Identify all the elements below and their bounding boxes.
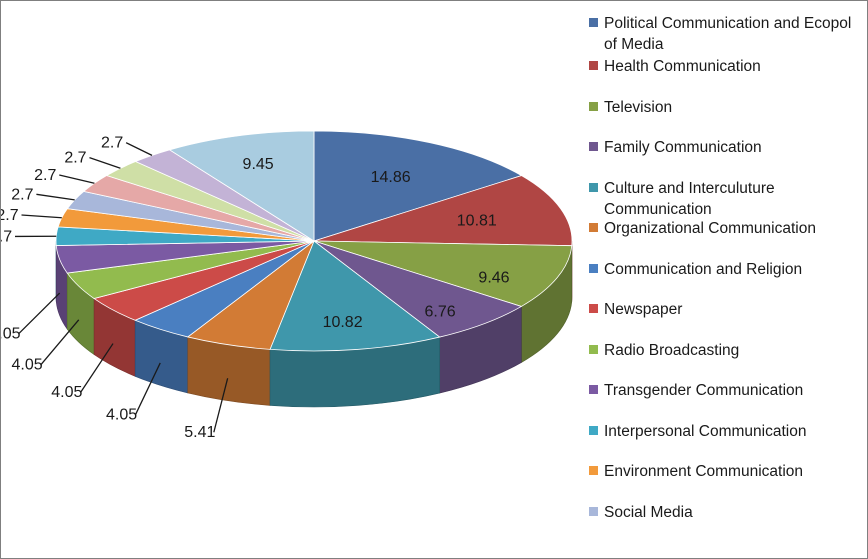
data-label-2: 9.46 — [478, 270, 509, 287]
legend-label-4: Culture and Interculuture Communication — [604, 179, 775, 218]
legend-item-5: Organizational Communication — [589, 218, 859, 239]
data-label-5: 5.41 — [184, 424, 215, 441]
data-label-1: 10.81 — [457, 213, 497, 230]
legend-swatch-0 — [589, 18, 598, 27]
leader-line-5 — [213, 378, 229, 433]
legend-item-10: Interpersonal Communication — [589, 421, 859, 442]
pie-slice-0 — [313, 130, 523, 242]
legend-swatch-10 — [589, 425, 598, 435]
pie-slice-1 — [313, 175, 573, 247]
legend-swatch-6 — [589, 263, 598, 273]
legend-label-11: Environment Communication — [604, 463, 804, 480]
pie-slice-4 — [269, 240, 441, 352]
legend-label-6: Communication and Religion — [604, 260, 803, 278]
legend-label-1: Health Communication — [604, 58, 761, 75]
leader-line-15 — [125, 142, 153, 156]
legend-item-0: Political Communication and Ecopol of Me… — [589, 13, 859, 55]
legend-swatch-5 — [589, 223, 598, 232]
legend-swatch-4 — [589, 182, 598, 192]
data-label-10: 2.7 — [1, 228, 12, 245]
legend-label-12: Social Media — [604, 503, 693, 521]
data-label-4: 10.82 — [323, 314, 363, 331]
legend-item-1: Health Communication — [589, 56, 859, 77]
legend-item-3: Family Communication — [589, 137, 859, 158]
legend-item-9: Transgender Communication — [589, 380, 859, 401]
data-label-13: 2.7 — [34, 167, 56, 184]
data-label-7: 4.05 — [51, 384, 82, 401]
legend-item-11: Environment Communication — [589, 461, 859, 482]
leader-line-14 — [89, 157, 121, 169]
legend-item-6: Communication and Religion — [589, 259, 859, 280]
leader-line-13 — [59, 174, 95, 184]
data-label-0: 14.86 — [371, 169, 411, 186]
leader-line-7 — [80, 343, 114, 393]
legend-swatch-8 — [589, 344, 598, 354]
legend-swatch-9 — [589, 385, 598, 394]
data-label-3: 6.76 — [424, 304, 455, 321]
leader-line-11 — [21, 214, 62, 219]
legend-swatch-3 — [589, 142, 598, 151]
legend-item-12: Social Media — [589, 502, 859, 523]
pie-slice-2 — [313, 240, 573, 307]
legend-label-3: Family Communication — [604, 139, 762, 156]
legend-label-0: Political Communication and Ecopol of Me… — [604, 15, 852, 53]
data-label-15: 2.7 — [101, 135, 123, 152]
data-label-8: 4.05 — [12, 356, 43, 373]
pie-slice-3 — [313, 240, 523, 338]
leader-line-12 — [36, 193, 75, 201]
legend-swatch-7 — [589, 304, 598, 313]
legend-swatch-1 — [589, 61, 598, 70]
leader-line-6 — [135, 362, 161, 415]
legend-item-2: Television — [589, 97, 859, 118]
data-label-16: 9.45 — [243, 156, 274, 173]
legend-label-2: Television — [604, 98, 673, 116]
legend-label-9: Transgender Communication — [604, 382, 804, 399]
leader-line-8 — [40, 319, 80, 365]
legend-label-7: Newspaper — [604, 301, 683, 318]
data-label-11: 2.7 — [1, 207, 19, 224]
legend-label-5: Organizational Communication — [604, 220, 816, 237]
legend-item-4: Culture and Interculuture Communication — [589, 178, 859, 220]
data-label-14: 2.7 — [64, 150, 86, 167]
data-label-6: 4.05 — [106, 406, 137, 423]
legend-label-10: Interpersonal Communication — [604, 422, 807, 440]
legend-swatch-11 — [589, 466, 598, 475]
legend-item-7: Newspaper — [589, 299, 859, 320]
legend-label-8: Radio Broadcasting — [604, 341, 740, 359]
legend-swatch-2 — [589, 101, 598, 111]
data-label-9: 4.05 — [1, 325, 21, 342]
legend-swatch-12 — [589, 506, 598, 516]
leader-line-9 — [18, 292, 61, 334]
pie-slice-16 — [168, 130, 315, 242]
legend-item-8: Radio Broadcasting — [589, 340, 859, 361]
data-label-12: 2.7 — [11, 186, 33, 203]
